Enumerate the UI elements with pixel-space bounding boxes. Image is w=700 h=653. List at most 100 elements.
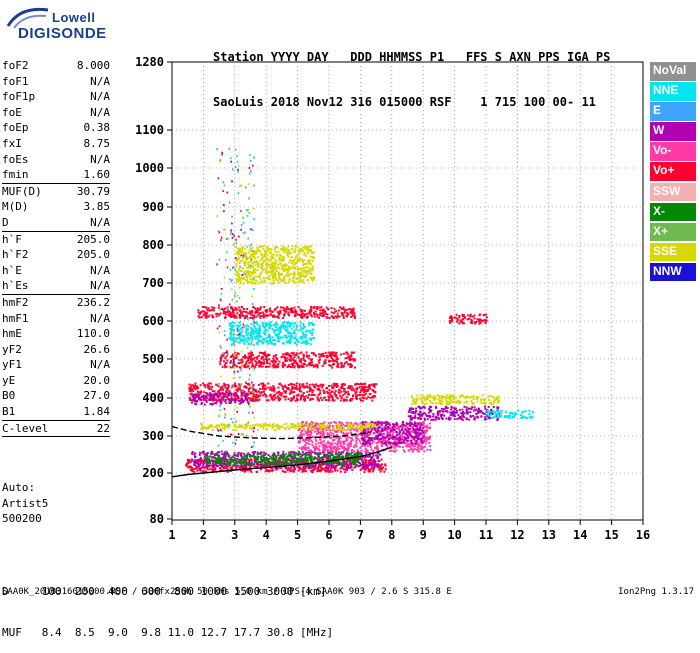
echo-point	[429, 427, 431, 429]
echo-point	[420, 433, 422, 435]
echo-point	[266, 457, 268, 459]
echo-point	[381, 441, 383, 443]
echo-point	[392, 423, 394, 425]
echo-point	[371, 400, 373, 402]
echo-point	[330, 395, 332, 397]
echo-point	[284, 391, 286, 393]
echo-point	[356, 423, 358, 425]
echo-point	[360, 383, 362, 385]
echo-point	[308, 465, 310, 467]
echo-point	[194, 459, 196, 461]
echo-point	[246, 425, 248, 427]
echo-point	[418, 406, 420, 408]
echo-point	[458, 316, 460, 318]
echo-point	[221, 424, 223, 426]
echo-point	[305, 444, 307, 446]
echo-point	[220, 387, 222, 389]
echo-point	[415, 435, 417, 437]
echo-point	[383, 433, 385, 435]
echo-point	[232, 429, 234, 431]
echo-point	[247, 383, 249, 385]
echo-point	[505, 411, 507, 413]
echo-point	[299, 447, 301, 449]
echo-point	[322, 444, 324, 446]
echo-point	[373, 395, 375, 397]
echo-point	[392, 431, 394, 433]
echo-point	[244, 248, 246, 250]
echo-point	[270, 387, 272, 389]
echo-point	[206, 465, 208, 467]
echo-point	[366, 436, 368, 438]
echo-point	[211, 460, 213, 462]
echo-point	[314, 431, 316, 433]
echo-point	[337, 439, 339, 441]
echo-point	[326, 387, 328, 389]
echo-point	[290, 426, 292, 428]
echo-point	[259, 424, 261, 426]
echo-point	[255, 391, 257, 393]
echo-point	[277, 426, 279, 428]
echo-point	[227, 427, 229, 429]
echo-point	[368, 385, 370, 387]
echo-point	[311, 421, 313, 423]
echo-point	[430, 402, 432, 404]
echo-point	[327, 449, 329, 451]
echo-point	[374, 425, 376, 427]
echo-point	[200, 467, 202, 469]
echo-point	[267, 383, 269, 385]
echo-point	[396, 424, 398, 426]
echo-point	[204, 314, 206, 316]
echo-point	[300, 426, 302, 428]
echo-point	[278, 461, 280, 463]
echo-point	[362, 461, 364, 463]
echo-point	[287, 456, 289, 458]
echo-point	[235, 429, 237, 431]
echo-point	[251, 310, 253, 312]
echo-point	[305, 432, 307, 434]
echo-point	[300, 311, 302, 313]
echo-point	[332, 454, 334, 456]
echo-point	[370, 459, 372, 461]
echo-point	[258, 246, 260, 248]
echo-point	[295, 315, 297, 317]
echo-point	[342, 425, 344, 427]
echo-point	[472, 403, 474, 405]
echo-point	[364, 462, 366, 464]
echo-point	[317, 398, 319, 400]
echo-point	[365, 426, 367, 428]
echo-point	[467, 396, 469, 398]
echo-point	[291, 399, 293, 401]
echo-point	[380, 438, 382, 440]
echo-point	[336, 383, 338, 385]
echo-point	[250, 399, 252, 401]
echo-point	[296, 398, 298, 400]
echo-point	[473, 395, 475, 397]
echo-point	[346, 462, 348, 464]
echo-point	[223, 460, 225, 462]
echo-point	[241, 260, 243, 262]
echo-point	[206, 400, 208, 402]
echo-point	[365, 423, 367, 425]
echo-point	[384, 428, 386, 430]
echo-point	[529, 416, 531, 418]
echo-point	[203, 391, 205, 393]
echo-point	[245, 457, 247, 459]
echo-point	[442, 411, 444, 413]
echo-point	[343, 468, 345, 470]
echo-point	[224, 457, 226, 459]
echo-point	[484, 416, 486, 418]
echo-point	[277, 311, 279, 313]
echo-point	[270, 251, 272, 253]
echo-point	[398, 427, 400, 429]
echo-point	[256, 316, 258, 318]
echo-point	[212, 316, 214, 318]
echo-point	[342, 451, 344, 453]
echo-point	[293, 451, 295, 453]
echo-point	[265, 387, 267, 389]
echo-point	[497, 402, 499, 404]
echo-point	[216, 400, 218, 402]
echo-point	[284, 252, 286, 254]
echo-point	[473, 398, 475, 400]
echo-point	[460, 319, 462, 321]
echo-point	[486, 316, 488, 318]
